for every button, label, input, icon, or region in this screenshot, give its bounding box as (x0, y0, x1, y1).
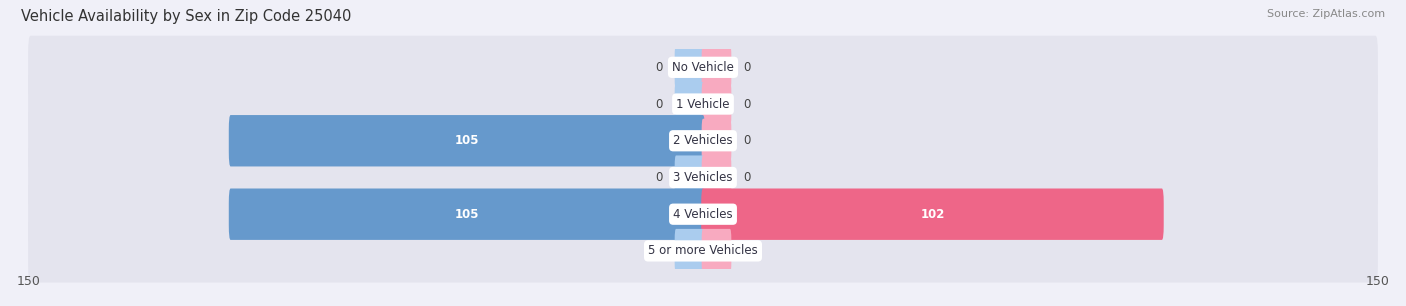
Text: 105: 105 (454, 208, 479, 221)
FancyBboxPatch shape (229, 115, 704, 166)
Text: Source: ZipAtlas.com: Source: ZipAtlas.com (1267, 9, 1385, 19)
FancyBboxPatch shape (28, 109, 1378, 172)
Text: 0: 0 (655, 244, 662, 257)
FancyBboxPatch shape (28, 146, 1378, 209)
Text: 0: 0 (744, 244, 751, 257)
FancyBboxPatch shape (702, 229, 731, 273)
FancyBboxPatch shape (28, 183, 1378, 246)
Text: Vehicle Availability by Sex in Zip Code 25040: Vehicle Availability by Sex in Zip Code … (21, 9, 351, 24)
FancyBboxPatch shape (28, 219, 1378, 282)
FancyBboxPatch shape (702, 188, 1164, 240)
Text: 0: 0 (744, 134, 751, 147)
Text: 0: 0 (744, 98, 751, 110)
Text: 105: 105 (454, 134, 479, 147)
Text: 0: 0 (655, 61, 662, 74)
Text: 0: 0 (744, 61, 751, 74)
Text: 0: 0 (655, 171, 662, 184)
FancyBboxPatch shape (675, 155, 704, 200)
FancyBboxPatch shape (675, 45, 704, 89)
FancyBboxPatch shape (702, 45, 731, 89)
Text: 102: 102 (921, 208, 945, 221)
Text: No Vehicle: No Vehicle (672, 61, 734, 74)
Text: 0: 0 (744, 171, 751, 184)
FancyBboxPatch shape (702, 119, 731, 163)
FancyBboxPatch shape (675, 229, 704, 273)
Text: 2 Vehicles: 2 Vehicles (673, 134, 733, 147)
Text: 5 or more Vehicles: 5 or more Vehicles (648, 244, 758, 257)
FancyBboxPatch shape (28, 73, 1378, 136)
Text: 1 Vehicle: 1 Vehicle (676, 98, 730, 110)
Text: 0: 0 (655, 98, 662, 110)
FancyBboxPatch shape (229, 188, 704, 240)
FancyBboxPatch shape (702, 155, 731, 200)
FancyBboxPatch shape (702, 82, 731, 126)
Text: 3 Vehicles: 3 Vehicles (673, 171, 733, 184)
FancyBboxPatch shape (28, 36, 1378, 99)
Text: 4 Vehicles: 4 Vehicles (673, 208, 733, 221)
FancyBboxPatch shape (675, 82, 704, 126)
